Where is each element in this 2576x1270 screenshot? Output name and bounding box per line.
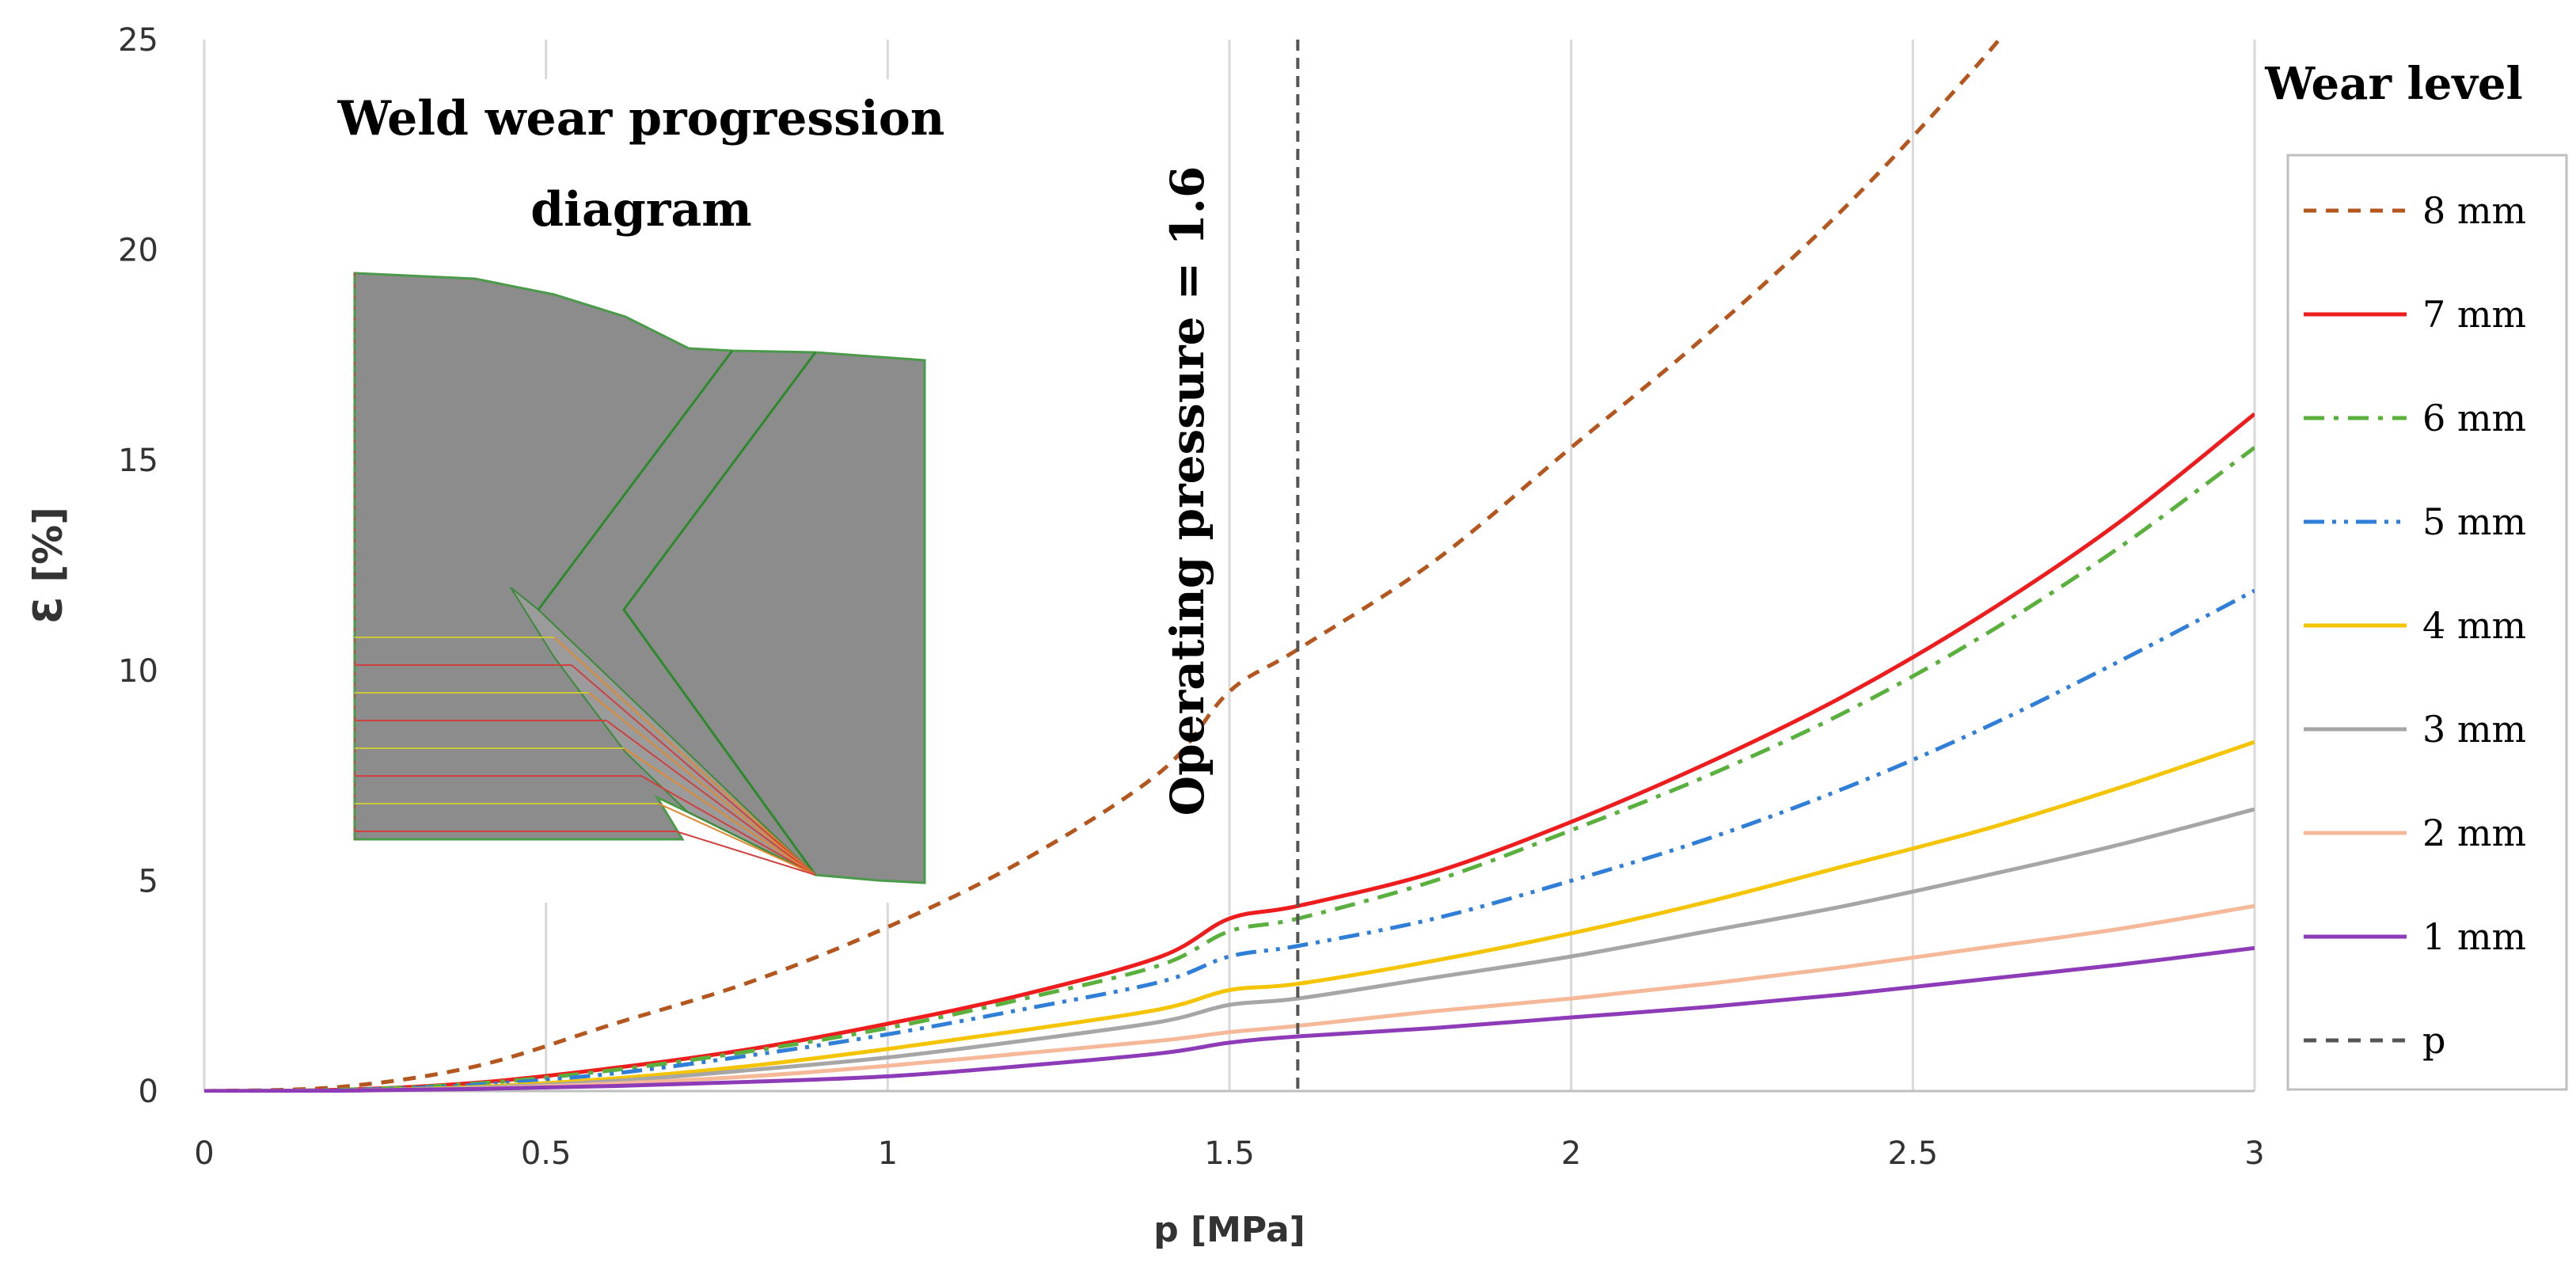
y-tick-label: 20 xyxy=(118,233,158,269)
legend-label: 5 mm xyxy=(2422,500,2526,543)
y-axis-title: Ɛ [%] xyxy=(25,507,71,624)
x-tick-labels: 0 0.5 1 1.5 2 2.5 3 xyxy=(194,1135,2264,1172)
legend-label: 1 mm xyxy=(2422,915,2526,958)
y-tick-label: 25 xyxy=(118,22,158,59)
series-line-5-mm xyxy=(204,588,2255,1093)
legend-label: 4 mm xyxy=(2422,604,2526,647)
x-tick-label: 0 xyxy=(194,1135,214,1172)
weld-cross-section-shape xyxy=(353,272,926,884)
weld-wear-inset: Weld wear progression diagram xyxy=(332,79,966,903)
legend-label: 6 mm xyxy=(2422,397,2526,439)
data-series xyxy=(204,40,2255,1093)
x-tick-label: 0.5 xyxy=(521,1135,572,1172)
wear-layer-lines xyxy=(355,637,816,876)
wear-layer-diagonal xyxy=(553,637,816,876)
wear-layer-diagonal xyxy=(658,803,816,876)
legend-box xyxy=(2286,154,2568,1091)
legend-label: 2 mm xyxy=(2422,812,2526,854)
x-tick-label: 3 xyxy=(2244,1135,2264,1172)
wear-layer-diagonal xyxy=(571,664,816,876)
series-line-1-mm xyxy=(204,945,2255,1093)
legend-label: p xyxy=(2422,1019,2445,1062)
operating-pressure-annotation: Operating pressure = 1.6 xyxy=(1161,166,1214,816)
legend-label: 3 mm xyxy=(2422,708,2526,751)
y-tick-label: 15 xyxy=(118,443,158,479)
weld-groove-line-left xyxy=(537,350,734,610)
inset-title-line-2: diagram xyxy=(530,182,752,238)
wear-layer-diagonal xyxy=(606,720,816,876)
y-tick-label: 5 xyxy=(139,863,158,899)
series-line-8-mm xyxy=(204,40,2002,1093)
legend-label: 7 mm xyxy=(2422,293,2526,336)
legend-items: 8 mm 7 mm 6 mm 5 mm 4 mm 3 mm 2 mm 1 mm p xyxy=(2304,189,2526,1062)
x-tick-label: 2 xyxy=(1561,1135,1581,1172)
y-tick-label: 10 xyxy=(118,653,158,690)
legend-label: 8 mm xyxy=(2422,189,2526,232)
wear-layer-diagonal xyxy=(623,747,816,876)
x-tick-label: 1 xyxy=(878,1135,898,1172)
y-tick-labels: 0 5 10 15 20 25 xyxy=(118,22,158,1110)
legend-title: Wear level xyxy=(2264,58,2523,110)
wear-layer-diagonal xyxy=(588,692,816,876)
wear-layer-diagonal xyxy=(675,831,816,876)
weld-groove-line-right xyxy=(622,352,817,876)
wear-layer-diagonal xyxy=(640,775,816,876)
x-tick-label: 2.5 xyxy=(1888,1135,1939,1172)
x-tick-label: 1.5 xyxy=(1204,1135,1255,1172)
inset-title-line-1: Weld wear progression xyxy=(337,91,945,146)
series-line-6-mm xyxy=(204,446,2255,1093)
x-axis-title: p [MPa] xyxy=(1153,1210,1305,1250)
y-tick-label: 0 xyxy=(139,1074,158,1110)
weld-root-region xyxy=(510,587,816,876)
